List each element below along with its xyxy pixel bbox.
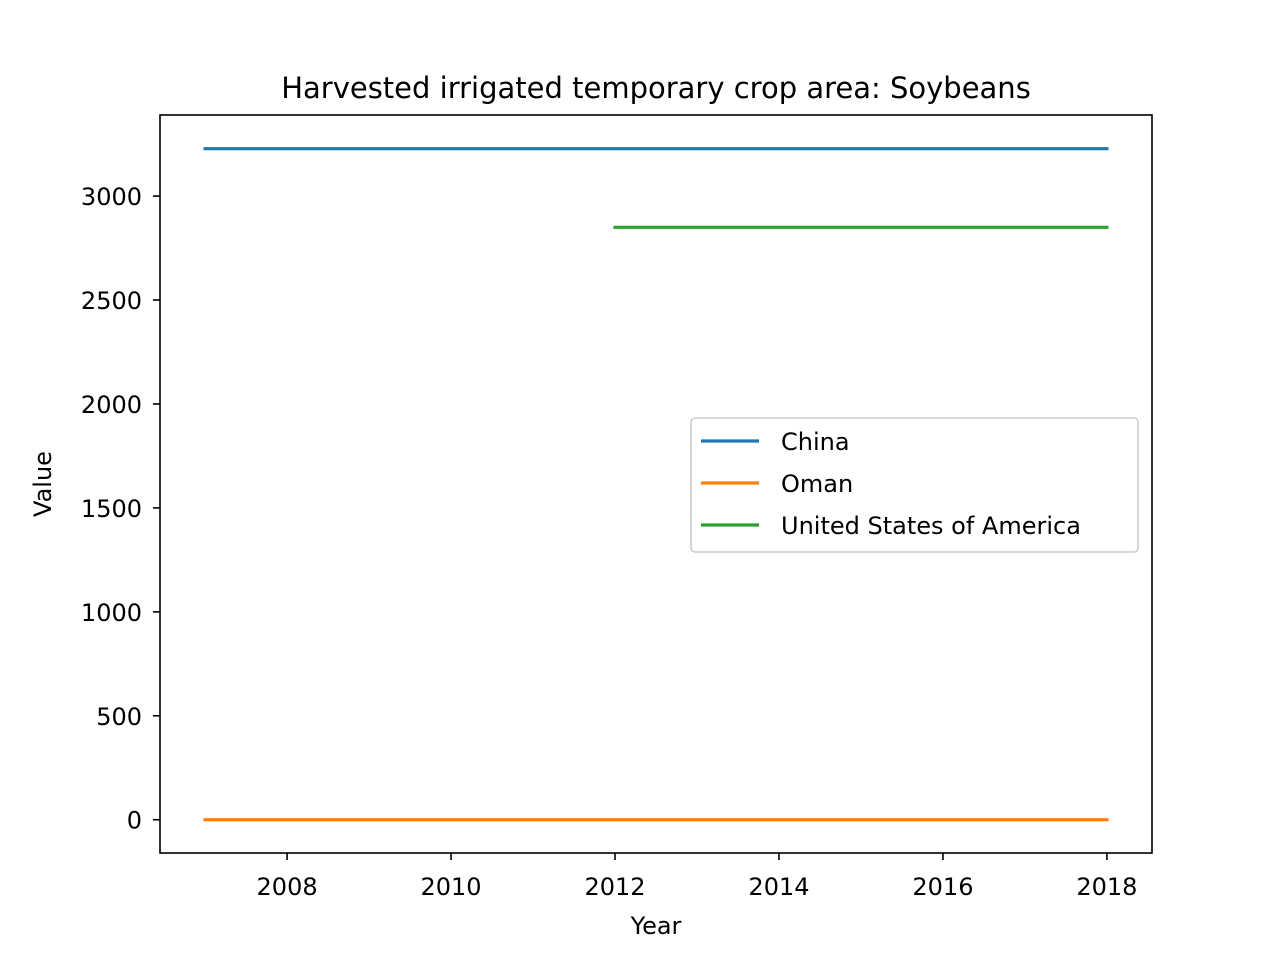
y-tick-label: 2500 [81,287,142,315]
x-tick-label: 2012 [584,873,645,901]
legend: China Oman United States of America [690,417,1139,553]
legend-box [690,417,1139,553]
y-tick-label: 2000 [81,391,142,419]
y-tick-label: 0 [127,807,142,835]
legend-label-oman: Oman [781,470,853,498]
legend-label-china: China [781,428,850,456]
legend-label-united-states-of-america: United States of America [781,512,1081,540]
x-tick-label: 2014 [748,873,809,901]
y-axis-label: Value [29,451,57,517]
x-tick-label: 2010 [421,873,482,901]
x-tick-label: 2016 [912,873,973,901]
x-axis: 2008 2010 2012 2014 2016 2018 [257,853,1137,901]
y-tick-label: 1500 [81,495,142,523]
y-tick-label: 3000 [81,183,142,211]
x-axis-label: Year [630,912,682,940]
y-tick-label: 1000 [81,599,142,627]
series-layer [203,147,1109,822]
plot-frame [159,114,1153,854]
chart-title: Harvested irrigated temporary crop area:… [281,71,1031,105]
y-axis: 0 500 1000 1500 2000 2500 3000 [81,183,160,835]
y-tick-label: 500 [96,703,142,731]
x-tick-label: 2018 [1076,873,1137,901]
x-tick-label: 2008 [257,873,318,901]
